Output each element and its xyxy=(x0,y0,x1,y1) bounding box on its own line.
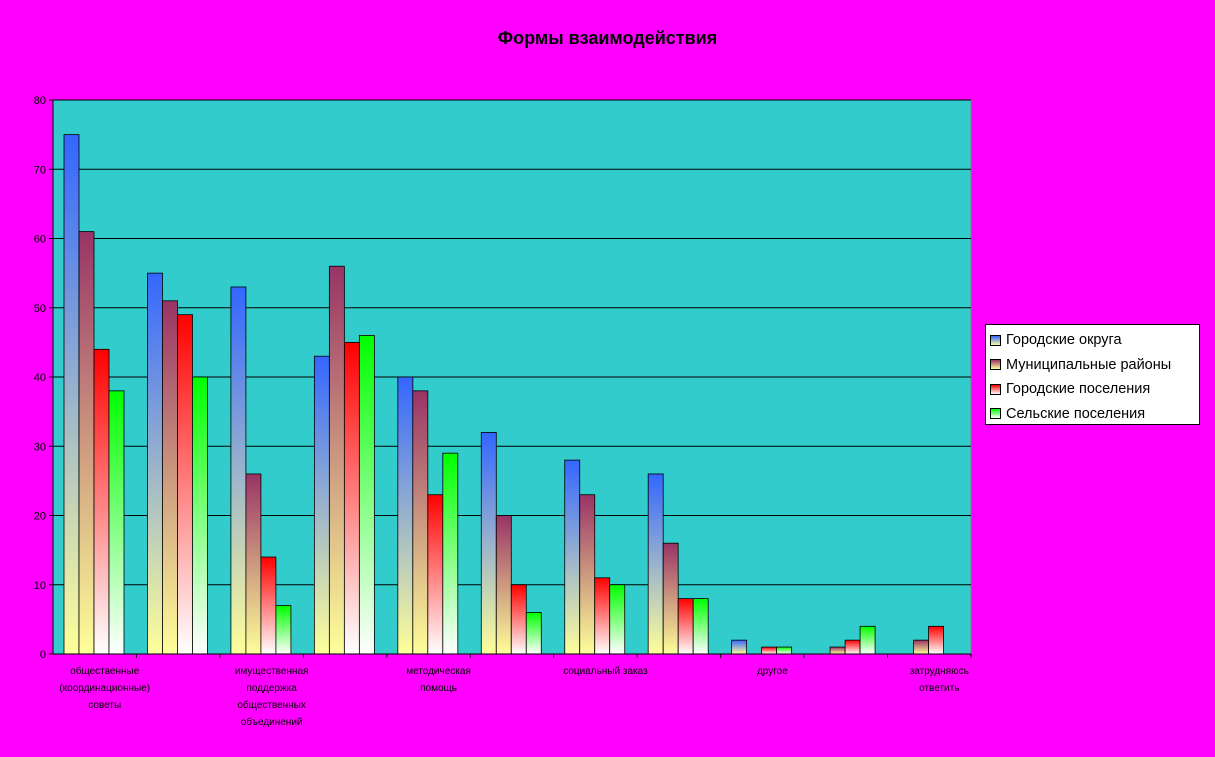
bar xyxy=(260,556,277,655)
bar xyxy=(692,598,709,655)
y-tick-label: 10 xyxy=(34,580,46,592)
bar xyxy=(913,639,929,655)
bar xyxy=(647,473,664,655)
bar xyxy=(397,376,414,655)
y-tick-label: 50 xyxy=(34,303,46,315)
x-category-label: объединений xyxy=(241,716,303,728)
bar xyxy=(594,577,611,655)
bar xyxy=(275,605,292,655)
bar xyxy=(480,431,497,655)
bar xyxy=(313,355,330,655)
legend-item-gorodskie-poseleniya: Городские поселения xyxy=(990,377,1199,402)
y-tick-label: 20 xyxy=(34,511,46,523)
y-tick-label: 60 xyxy=(34,234,46,246)
bar xyxy=(761,646,778,655)
bar xyxy=(412,390,429,655)
legend-label: Городские округа xyxy=(1006,332,1122,349)
legend-label: Городские поселения xyxy=(1006,381,1151,398)
x-category-label: (координационные) xyxy=(59,683,150,694)
bar xyxy=(579,494,596,655)
bar xyxy=(928,625,944,655)
bar xyxy=(677,598,694,655)
bar xyxy=(147,272,163,655)
bar xyxy=(192,376,208,655)
bar xyxy=(859,625,876,655)
bar xyxy=(328,265,345,655)
x-category-label: общественные xyxy=(70,665,140,677)
bar xyxy=(564,459,581,655)
bar xyxy=(358,335,375,655)
chart-title: Формы взаимодействия xyxy=(497,28,718,48)
x-category-label: ответить xyxy=(919,683,959,694)
legend-label: Муниципальные районы xyxy=(1006,356,1172,373)
bar xyxy=(510,584,527,655)
x-category-label: имущественная xyxy=(235,666,309,677)
y-tick-label: 70 xyxy=(34,164,46,176)
x-category-label: общественных xyxy=(237,699,306,711)
bar xyxy=(609,584,626,655)
x-category-label: затрудняюсь xyxy=(910,666,969,677)
bar xyxy=(108,390,125,655)
bar xyxy=(230,286,247,655)
legend-swatch xyxy=(990,383,1001,395)
bar xyxy=(162,300,178,655)
legend-swatch xyxy=(990,408,1001,420)
bar xyxy=(844,639,861,655)
legend-item-selskie-poseleniya: Сельские поселения xyxy=(990,402,1199,427)
bar xyxy=(343,341,360,655)
y-tick-label: 80 xyxy=(34,95,46,107)
legend-label: Сельские поселения xyxy=(1006,405,1146,422)
bar xyxy=(93,348,110,655)
y-tick-label: 40 xyxy=(34,372,46,384)
x-category-label: советы xyxy=(88,700,121,711)
bar xyxy=(63,134,80,655)
bar xyxy=(776,646,793,655)
bar xyxy=(495,515,512,655)
y-tick-labels: 0 10 20 30 40 50 60 70 80 xyxy=(34,95,46,661)
bar xyxy=(662,542,679,655)
y-tick-label: 0 xyxy=(40,649,46,661)
bar xyxy=(525,612,542,655)
bar xyxy=(829,646,846,655)
legend: Городские округа Муниципальные районы Го… xyxy=(985,324,1200,425)
x-category-label: поддержка xyxy=(246,683,297,694)
bar xyxy=(177,314,193,655)
x-category-label: другое xyxy=(757,666,788,677)
bar xyxy=(78,231,95,655)
x-category-label: социальный заказ xyxy=(563,666,648,677)
x-category-label: методическая xyxy=(406,666,471,677)
gridlines xyxy=(53,99,971,586)
bar xyxy=(245,473,262,655)
legend-swatch xyxy=(990,359,1001,371)
bar xyxy=(731,639,748,655)
axes xyxy=(49,99,972,658)
legend-swatch xyxy=(990,334,1001,346)
x-category-label: помощь xyxy=(420,683,457,694)
bar xyxy=(427,494,444,655)
legend-item-municipalnye-rayony: Муниципальные районы xyxy=(990,353,1199,378)
y-tick-label: 30 xyxy=(34,441,46,453)
x-category-labels: общественные (координационные) советы имуще… xyxy=(59,665,968,728)
legend-item-gorodskie-okruga: Городские округа xyxy=(990,328,1199,353)
bar xyxy=(442,452,459,655)
